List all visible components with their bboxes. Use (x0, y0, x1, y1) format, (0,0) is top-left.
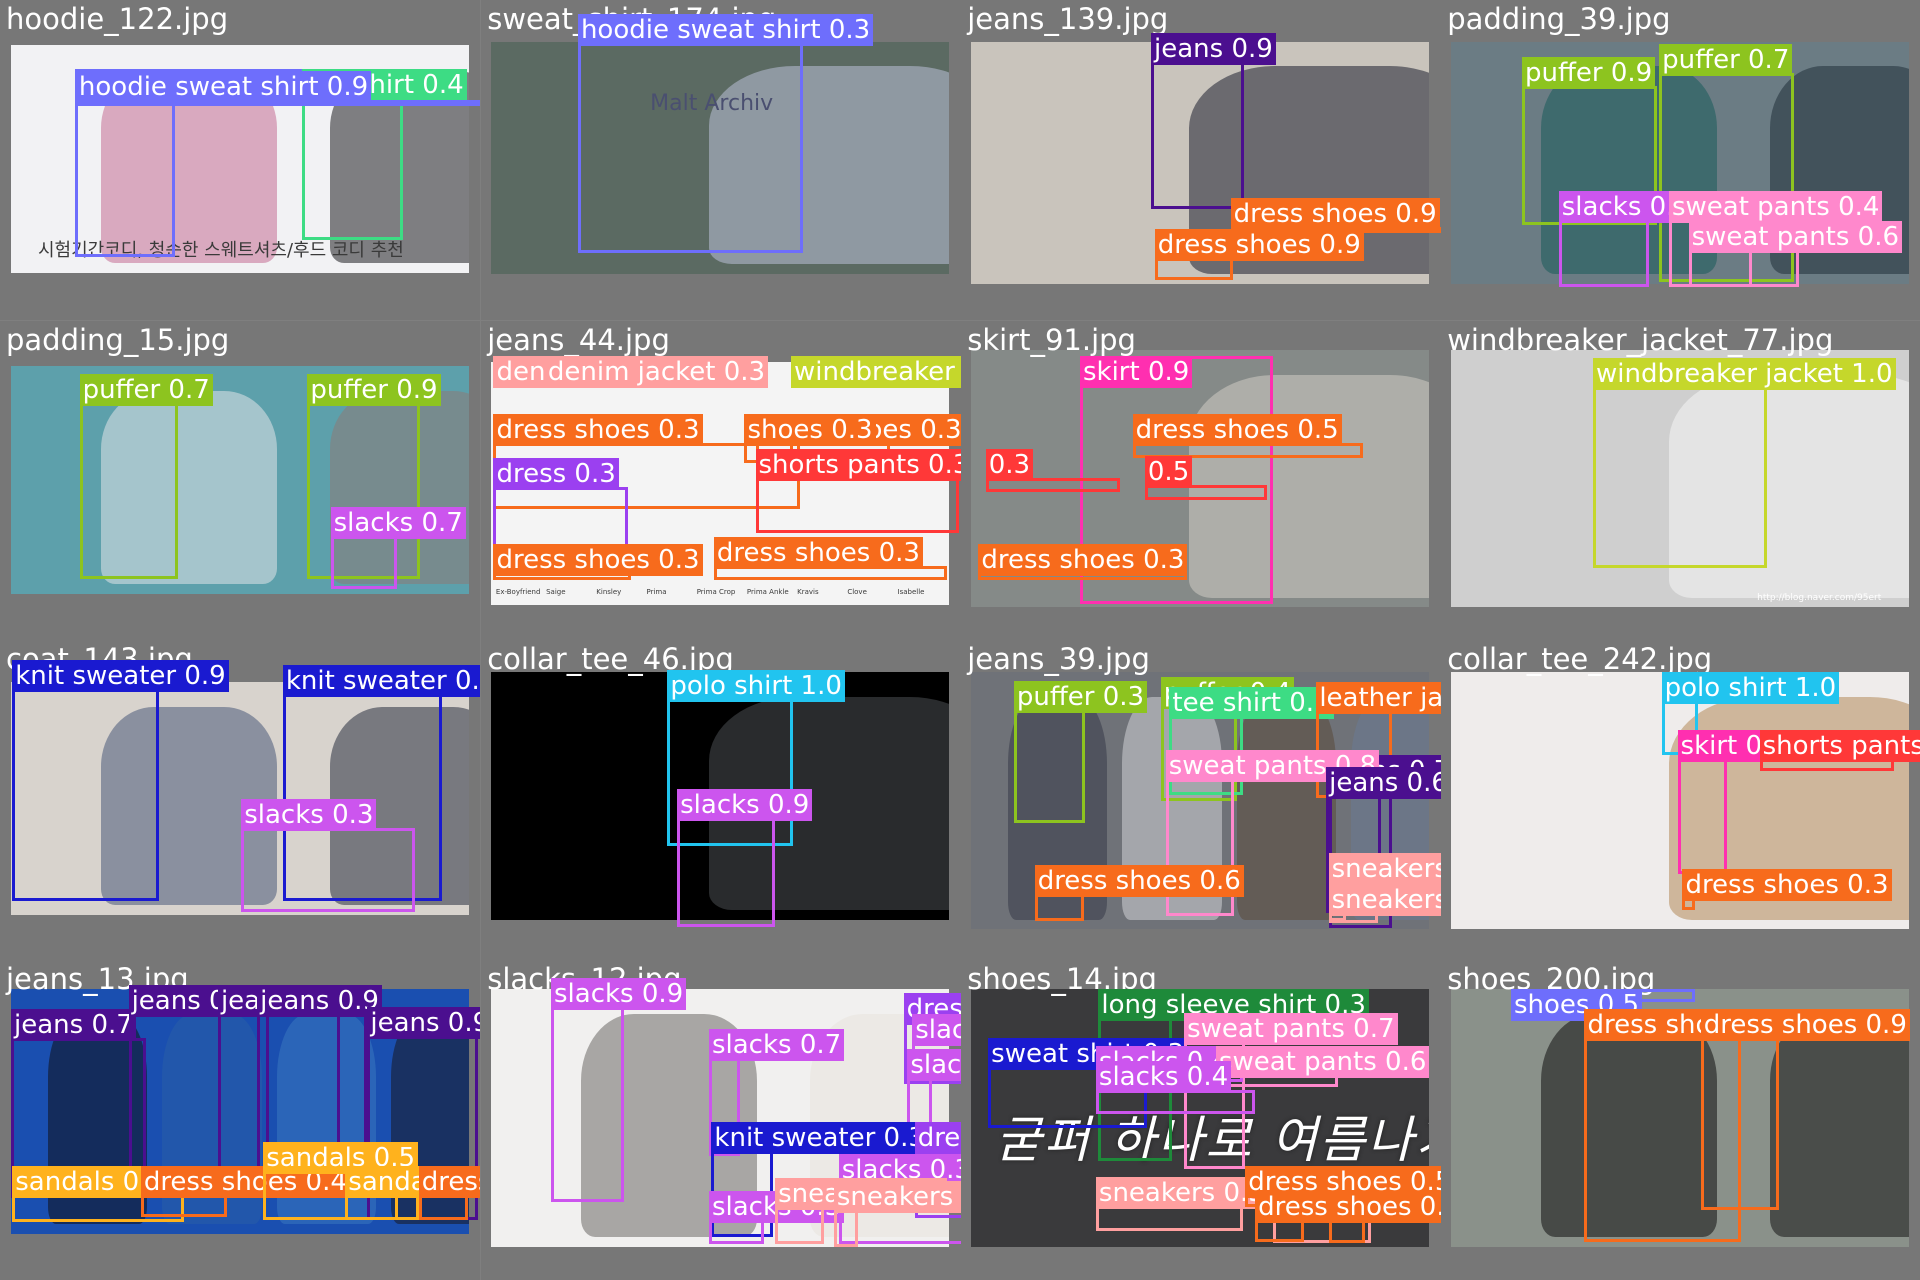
subject-figure (1669, 696, 1909, 920)
photo-frame (1451, 989, 1909, 1247)
mosaic-tile: jeans_139.jpg jeans 0.9 dress shoes 0.9 dre… (961, 0, 1442, 320)
photo-frame: http://blog.naver.com/95ert (1451, 350, 1909, 608)
subject-figure (581, 1013, 758, 1237)
mosaic-tile: Malt Archiv sweat_shirt_174.jpg hoodie swe… (481, 0, 962, 320)
subject-figure (1236, 696, 1337, 920)
image-filename: coat_143.jpg (6, 642, 193, 677)
subject-figure (330, 390, 469, 585)
mosaic-tile: coat_143.jpg knit sweater 0.9 knit sweater… (0, 640, 480, 960)
subject-figure (330, 706, 469, 905)
image-filename: jeans_139.jpg (967, 2, 1169, 36)
subject-figure (1122, 696, 1222, 920)
photo-frame: Malt Archiv (491, 41, 949, 275)
mosaic-tile: jeans_13.jpg jeans 0.7 jeans 0.9 jeans 0.9 j… (0, 960, 480, 1280)
subject-figure (276, 1013, 377, 1225)
overlay-headline: 굳퍼 하나로 여름나기! (995, 1110, 1428, 1169)
photo-frame: 시험기간코디, 청순한 스웨트셔츠/후드 코디 추천 (11, 45, 469, 274)
subject-figure (1189, 66, 1429, 275)
mosaic-tile: padding_15.jpg puffer 0.7 puffer 0.9 slacks… (0, 320, 480, 641)
image-filename: shoes_14.jpg (967, 962, 1157, 996)
photo-frame (971, 350, 1429, 608)
photo-frame (971, 41, 1429, 285)
mosaic-tile: Ex-Boyfriend Saige Kinsley Prima Prima Crop P… (481, 320, 962, 641)
subject-figure (709, 66, 949, 265)
subject-figure (1351, 696, 1429, 920)
mosaic-tile: jeans_39.jpg puffer 0.3 puffer 0.4 tee shir… (961, 640, 1442, 960)
photo-frame: Ex-Boyfriend Saige Kinsley Prima Prima Crop P… (491, 362, 949, 605)
image-filename: shoes_200.jpg (1447, 962, 1656, 996)
product-caption: Isabelle (897, 587, 925, 596)
image-filename: padding_39.jpg (1447, 2, 1671, 36)
subject-figure (162, 1013, 262, 1225)
mosaic-tile: 시험기간코디, 청순한 스웨트셔츠/후드 코디 추천 hoodie_122.jpg… (0, 0, 480, 320)
product-caption: Prima (646, 587, 667, 596)
photo-frame (11, 682, 469, 915)
mosaic-tile: padding_39.jpg puffer 0.9 puffer 0.7 slacks… (1441, 0, 1920, 320)
image-filename: collar_tee_46.jpg (487, 642, 734, 677)
photo-caption: 시험기간코디, 청순한 스웨트셔츠/후드 코디 추천 (37, 240, 404, 262)
image-filename: collar_tee_242.jpg (1447, 642, 1713, 677)
image-filename: skirt_91.jpg (967, 322, 1136, 357)
photo-frame (1451, 41, 1909, 285)
subject-figure (709, 696, 949, 910)
product-caption: Kinsley (596, 587, 622, 596)
photo-frame (11, 366, 469, 594)
subject-figure (1770, 1013, 1909, 1237)
subject-figure (101, 706, 278, 905)
image-filename: slacks_12.jpg (487, 962, 682, 996)
subject-figure (1541, 66, 1718, 275)
mosaic-tile: shoes_200.jpg shoes 0.5 dress shoes 0.9 dre… (1441, 960, 1920, 1280)
mosaic-tile: collar_tee_46.jpg polo shirt 1.0 slacks 0.… (481, 640, 962, 960)
image-filename: padding_15.jpg (6, 322, 230, 357)
image-filename: jeans_44.jpg (487, 322, 670, 357)
image-filename: jeans_13.jpg (6, 962, 189, 996)
product-caption: Prima Crop (696, 587, 736, 596)
mosaic-tile: http://blog.naver.com/95ert windbreaker_j… (1441, 320, 1920, 641)
image-filename: sweat_shirt_174.jpg (487, 2, 777, 36)
subject-figure (1189, 374, 1429, 598)
photo-frame (971, 672, 1429, 930)
photo-frame (11, 989, 469, 1235)
product-caption: Clove (847, 587, 867, 596)
shirt-print-text: Malt Archiv (650, 90, 774, 116)
subject-figure (101, 390, 278, 585)
photo-frame (1451, 672, 1909, 930)
subject-figure (1541, 1013, 1718, 1237)
subject-figure (1770, 66, 1909, 275)
photo-credit: http://blog.naver.com/95ert (1757, 592, 1882, 603)
photo-frame (491, 672, 949, 920)
photo-frame: 굳퍼 하나로 여름나기! (971, 989, 1429, 1247)
subject-figure (810, 1013, 949, 1237)
subject-figure (1007, 696, 1108, 920)
product-caption: Prima Ankle (746, 587, 789, 596)
image-filename: windbreaker_jacket_77.jpg (1447, 322, 1834, 357)
product-caption: Saige (546, 587, 566, 596)
image-filename: jeans_39.jpg (967, 642, 1150, 677)
image-filename: hoodie_122.jpg (6, 2, 229, 36)
product-caption: Kravis (797, 587, 819, 596)
subject-figure (101, 69, 278, 264)
mosaic-tile: collar_tee_242.jpg polo shirt 1.0 skirt 0.… (1441, 640, 1920, 960)
product-caption: Ex-Boyfriend (495, 587, 541, 596)
photo-frame (491, 989, 949, 1247)
mosaic-tile: skirt_91.jpg skirt 0.9 dress shoes 0.5 0.3 0… (961, 320, 1442, 641)
subject-figure (47, 1013, 148, 1225)
subject-figure (391, 1013, 469, 1225)
subject-figure (330, 69, 469, 264)
subject-figure (1669, 374, 1909, 598)
